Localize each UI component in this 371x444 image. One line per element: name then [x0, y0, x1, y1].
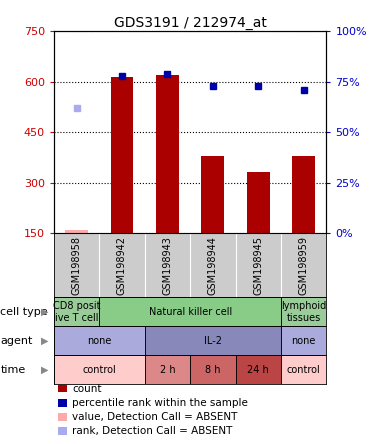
- Text: count: count: [72, 384, 102, 393]
- Text: none: none: [292, 336, 316, 346]
- Bar: [292, 156, 315, 233]
- Text: cell type: cell type: [0, 307, 48, 317]
- Text: GSM198959: GSM198959: [299, 236, 309, 295]
- Text: value, Detection Call = ABSENT: value, Detection Call = ABSENT: [72, 412, 238, 422]
- Text: control: control: [82, 365, 116, 375]
- Text: control: control: [287, 365, 321, 375]
- Bar: [281, 297, 326, 326]
- Text: Natural killer cell: Natural killer cell: [148, 307, 232, 317]
- Text: none: none: [87, 336, 111, 346]
- Text: 2 h: 2 h: [160, 365, 175, 375]
- Text: rank, Detection Call = ABSENT: rank, Detection Call = ABSENT: [72, 426, 233, 436]
- Text: 24 h: 24 h: [247, 365, 269, 375]
- Bar: [111, 76, 133, 233]
- Bar: [54, 297, 99, 326]
- Text: percentile rank within the sample: percentile rank within the sample: [72, 398, 248, 408]
- Text: lymphoid
tissues: lymphoid tissues: [281, 301, 326, 323]
- Text: GSM198942: GSM198942: [117, 236, 127, 295]
- Bar: [247, 173, 270, 233]
- Text: ▶: ▶: [41, 336, 48, 346]
- Bar: [281, 326, 326, 355]
- Text: GSM198944: GSM198944: [208, 236, 218, 295]
- Bar: [236, 355, 281, 384]
- Bar: [65, 230, 88, 233]
- Bar: [281, 355, 326, 384]
- Text: agent: agent: [0, 336, 33, 346]
- Bar: [54, 355, 145, 384]
- Text: time: time: [0, 365, 26, 375]
- Bar: [54, 326, 145, 355]
- Bar: [156, 75, 179, 233]
- Text: GSM198958: GSM198958: [72, 236, 82, 295]
- Text: IL-2: IL-2: [204, 336, 222, 346]
- Bar: [145, 355, 190, 384]
- Bar: [190, 355, 236, 384]
- Text: CD8 posit
ive T cell: CD8 posit ive T cell: [53, 301, 100, 323]
- Bar: [201, 156, 224, 233]
- Text: GSM198943: GSM198943: [162, 236, 173, 295]
- Text: 8 h: 8 h: [205, 365, 221, 375]
- Title: GDS3191 / 212974_at: GDS3191 / 212974_at: [114, 16, 267, 30]
- Text: ▶: ▶: [41, 365, 48, 375]
- Bar: [145, 326, 281, 355]
- Bar: [99, 297, 281, 326]
- Text: GSM198945: GSM198945: [253, 236, 263, 295]
- Text: ▶: ▶: [41, 307, 48, 317]
